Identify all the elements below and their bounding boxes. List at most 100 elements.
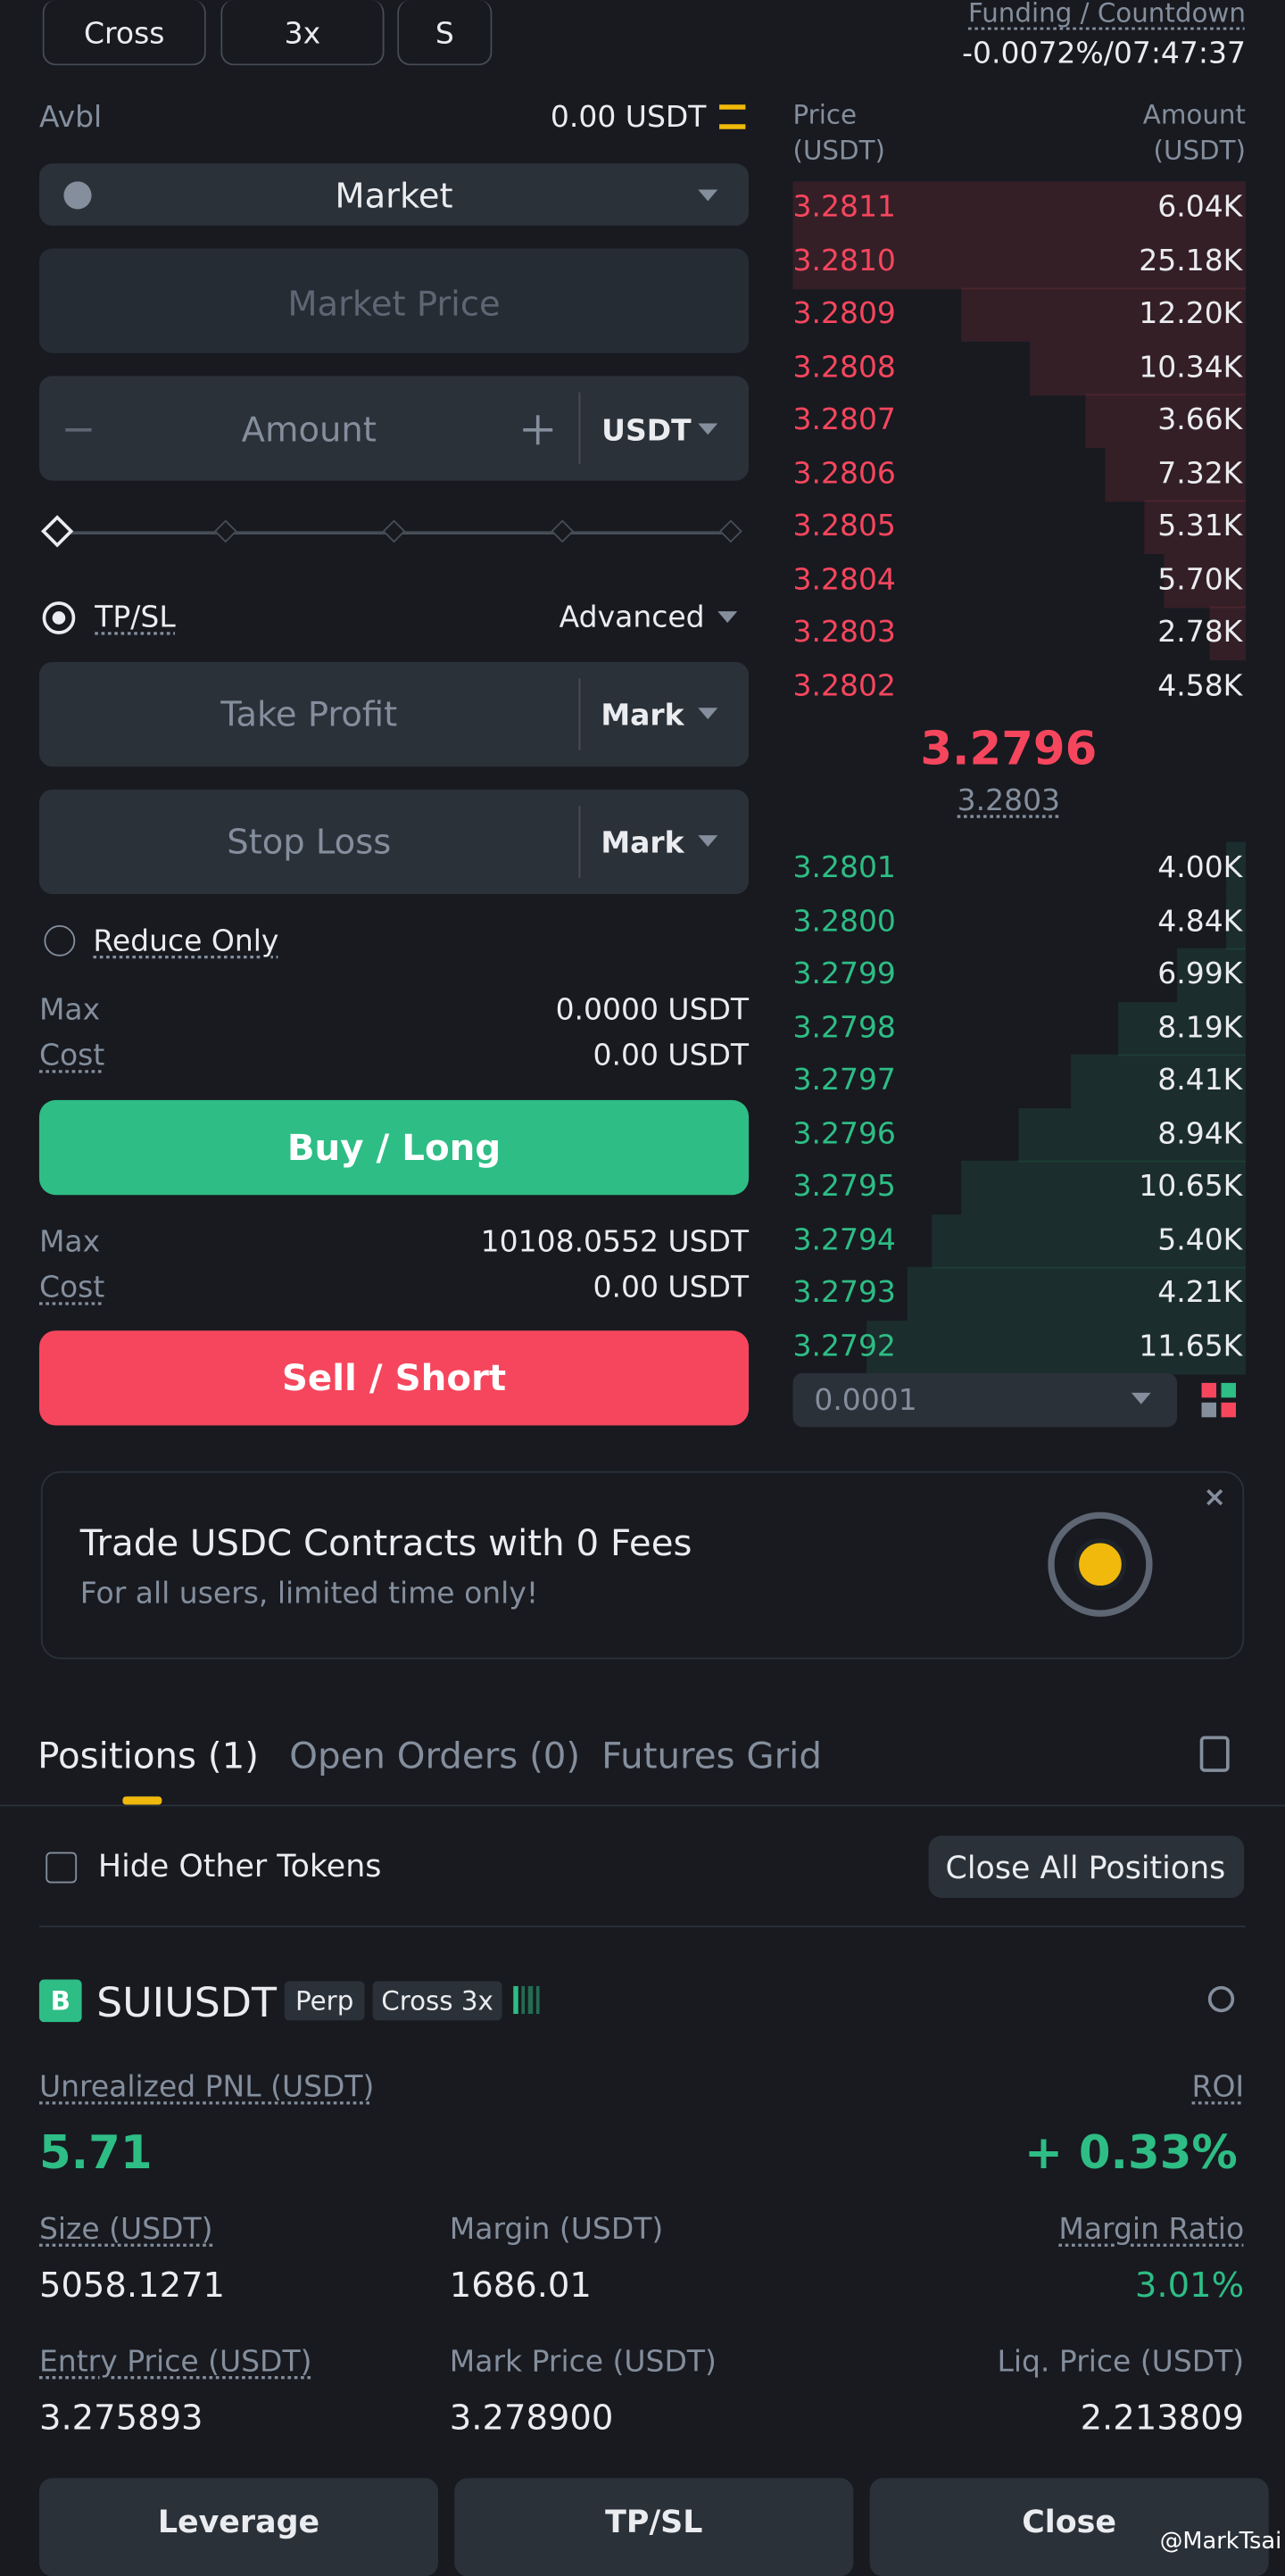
tag-label: Perp (294, 1984, 354, 2017)
banner (40, 1470, 1245, 1660)
book-amount: 3.66K (1157, 402, 1243, 438)
slider-dot (551, 519, 575, 543)
book-price: 3.2792 (792, 1329, 896, 1363)
amount-unit: USDT (601, 414, 692, 449)
book-header: (USDT) (792, 135, 885, 166)
sell-button[interactable] (38, 1330, 750, 1426)
depth-bar (1209, 606, 1246, 661)
badge (38, 1979, 82, 2023)
checkbox[interactable] (46, 1851, 78, 1884)
header-button[interactable] (42, 0, 206, 66)
cost-label: Cost (38, 1039, 105, 1073)
book-amount: 8.19K (1157, 1010, 1243, 1045)
tag (284, 1981, 365, 2021)
close-all-button[interactable] (928, 1835, 1245, 1898)
action-button[interactable] (454, 2478, 854, 2576)
action-button-label[interactable]: Leverage (157, 2504, 320, 2540)
tabs-divider (0, 1804, 1285, 1807)
order-type: Market (335, 176, 453, 216)
depth-bar (1030, 340, 1246, 395)
action-button-label[interactable]: TP/SL (605, 2504, 703, 2540)
max-label: Max (38, 992, 101, 1028)
tab-indicator (122, 1796, 162, 1805)
header-button[interactable] (220, 0, 385, 66)
depth-bar (1085, 393, 1246, 448)
tag-label: Cross 3x (381, 1984, 493, 2017)
book-price: 3.2798 (792, 1010, 896, 1045)
divider (578, 392, 581, 465)
order-type-select[interactable] (38, 163, 750, 226)
risk-bar (527, 1985, 533, 2015)
field-value: 1686.01 (449, 2265, 592, 2306)
minus (65, 427, 92, 432)
coin-ring (1048, 1512, 1153, 1617)
tag (372, 1981, 502, 2021)
coin (1074, 1537, 1127, 1591)
sell-button-label: Sell / Short (281, 1359, 507, 1401)
history-icon[interactable] (1199, 1735, 1230, 1772)
divider (578, 678, 581, 750)
action-button[interactable] (869, 2478, 1269, 2576)
checkbox[interactable] (44, 924, 76, 957)
layout-icon (1201, 1402, 1217, 1418)
tpsl-label: TP/SL (95, 601, 176, 635)
slider-dot (718, 519, 742, 543)
banner-subtitle: For all users, limited time only! (79, 1576, 539, 1611)
book-amount: 8.94K (1157, 1116, 1243, 1151)
book-header: Amount (1142, 98, 1246, 130)
depth-bar (1164, 553, 1246, 608)
depth-bar (932, 1213, 1246, 1268)
layout-icon (1221, 1382, 1236, 1398)
book-price: 3.2805 (792, 509, 896, 544)
amount-placeholder: Amount (241, 410, 377, 450)
book-amount: 6.04K (1157, 190, 1243, 225)
tab[interactable]: Open Orders (0) (289, 1736, 581, 1778)
avbl-value: 0.00 USDT (550, 100, 707, 136)
plus (535, 415, 540, 445)
amount-input[interactable] (38, 376, 750, 481)
max-value: 0.0000 USDT (555, 992, 750, 1028)
field-value: 3.278900 (449, 2398, 614, 2438)
book-amount: 12.20K (1139, 296, 1243, 331)
cost-value: 0.00 USDT (593, 1271, 750, 1305)
slider-handle[interactable] (40, 515, 74, 548)
share-icon[interactable] (1207, 1985, 1235, 2013)
header-button[interactable] (397, 0, 493, 66)
book-amount: 7.32K (1157, 456, 1243, 491)
trigger-placeholder: Take Profit (220, 694, 398, 734)
tick-select[interactable] (792, 1372, 1178, 1428)
depth-bar (1070, 1054, 1246, 1109)
book-price: 3.2802 (792, 668, 896, 703)
risk-bar (535, 1985, 540, 2015)
cost-label: Cost (38, 1271, 105, 1305)
field-label: Mark Price (USDT) (449, 2345, 717, 2380)
trigger-input[interactable] (38, 789, 750, 895)
radio-dot (52, 611, 66, 625)
tab[interactable]: Futures Grid (601, 1736, 822, 1778)
trigger-type: Mark (601, 826, 684, 861)
roi-label: ROI (1191, 2070, 1245, 2105)
field-label: Liq. Price (USDT) (997, 2345, 1245, 2380)
buy-button[interactable] (38, 1099, 750, 1196)
action-button-label[interactable]: Close (1022, 2504, 1116, 2540)
book-price: 3.2803 (792, 615, 896, 650)
depth-bar (1018, 1107, 1246, 1162)
max-value: 10108.0552 USDT (480, 1225, 750, 1260)
book-price: 3.2811 (792, 190, 896, 225)
field-value: 5058.1271 (38, 2265, 226, 2306)
risk-bar (520, 1985, 526, 2015)
action-button[interactable] (38, 2478, 438, 2576)
layout-icon (1221, 1402, 1236, 1418)
field-label: Size (USDT) (38, 2212, 213, 2248)
tab[interactable]: Positions (1) (37, 1736, 259, 1778)
price-placeholder: Market Price (287, 284, 501, 324)
field-label: Entry Price (USDT) (38, 2345, 312, 2380)
trigger-input[interactable] (38, 661, 750, 767)
trigger-type: Mark (601, 699, 684, 733)
radio[interactable] (42, 601, 76, 634)
watermark: @MarkTsai (1159, 2529, 1282, 2555)
divider (578, 806, 581, 878)
caret (1131, 1392, 1151, 1404)
book-price: 3.2801 (792, 850, 896, 886)
